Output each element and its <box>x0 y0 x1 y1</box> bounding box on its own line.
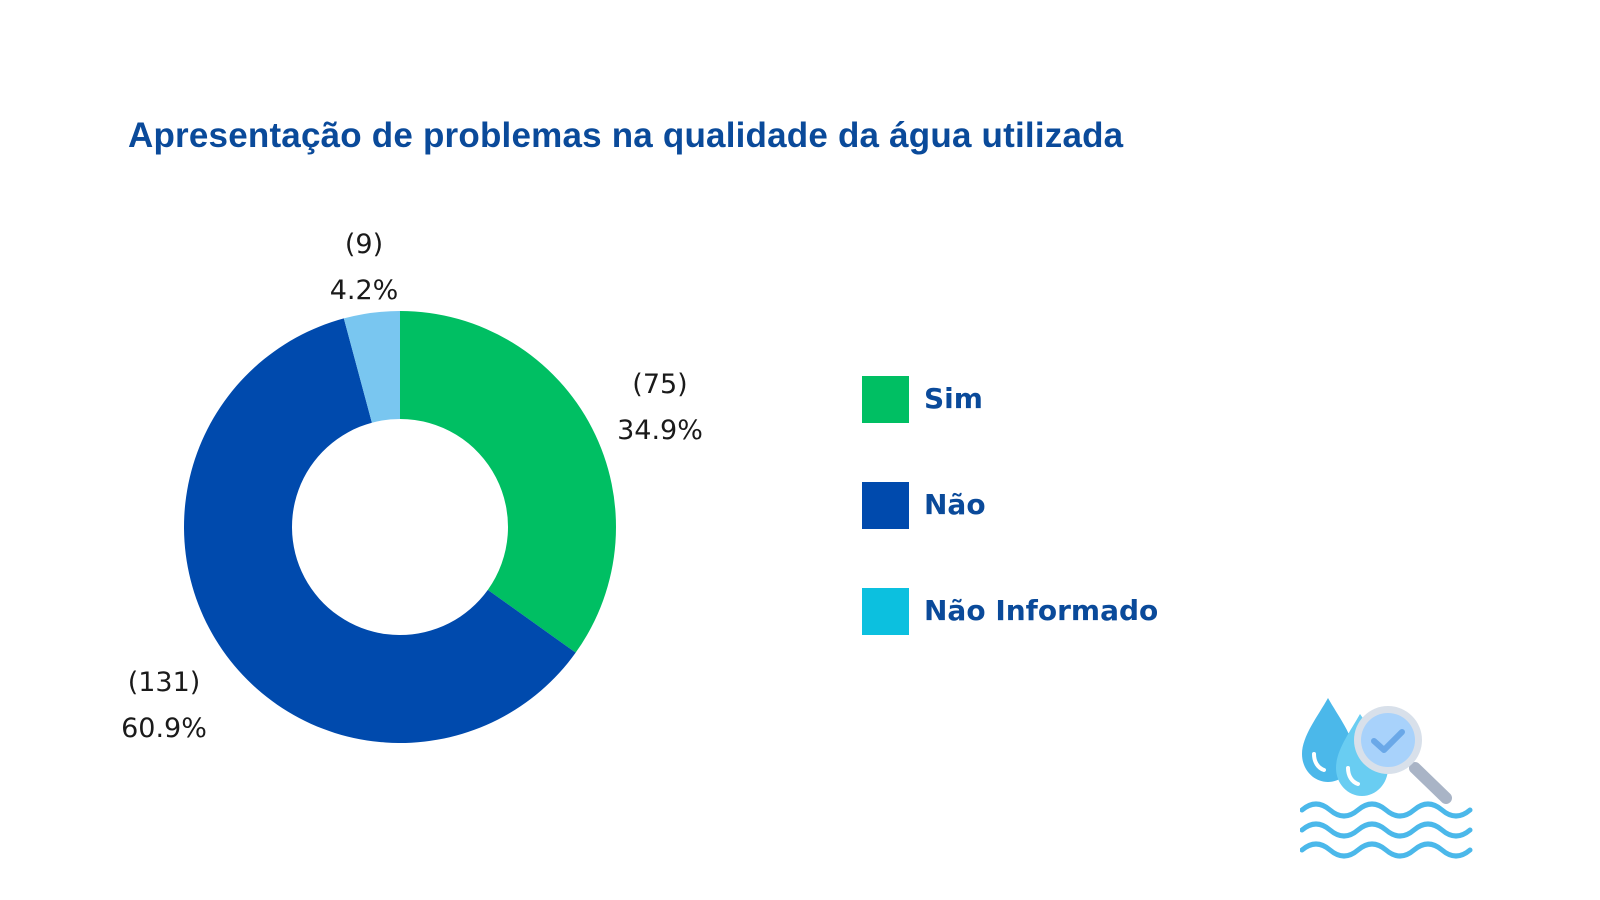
legend-swatch-nao <box>862 482 909 529</box>
slice-label-nao-informado: (9) 4.2% <box>318 222 410 314</box>
slice-percent-sim: 34.9% <box>617 415 703 446</box>
donut-slice-nao-informado <box>343 311 400 423</box>
chart-title: Apresentação de problemas na qualidade d… <box>128 116 1124 155</box>
slice-count-nao-informado: (9) <box>344 229 384 260</box>
legend-label-nao: Não <box>924 488 986 521</box>
check-icon <box>1371 729 1405 753</box>
donut-slice-sim <box>400 311 616 653</box>
slice-label-sim: (75) 34.9% <box>612 362 708 454</box>
legend-label-sim: Sim <box>924 382 983 415</box>
legend-swatch-nao-informado <box>862 588 909 635</box>
donut-slice-nao <box>183 318 576 743</box>
water-quality-icon <box>1300 698 1473 859</box>
slice-percent-nao-informado: 4.2% <box>329 275 399 306</box>
slice-percent-nao: 60.9% <box>121 713 207 744</box>
legend-swatch-sim <box>862 376 909 423</box>
wave-icon <box>1300 801 1473 819</box>
slice-count-nao: (131) <box>127 667 201 698</box>
slice-label-nao: (131) 60.9% <box>114 660 214 752</box>
slice-count-sim: (75) <box>632 369 688 400</box>
legend-label-nao-informado: Não Informado <box>924 594 1159 627</box>
